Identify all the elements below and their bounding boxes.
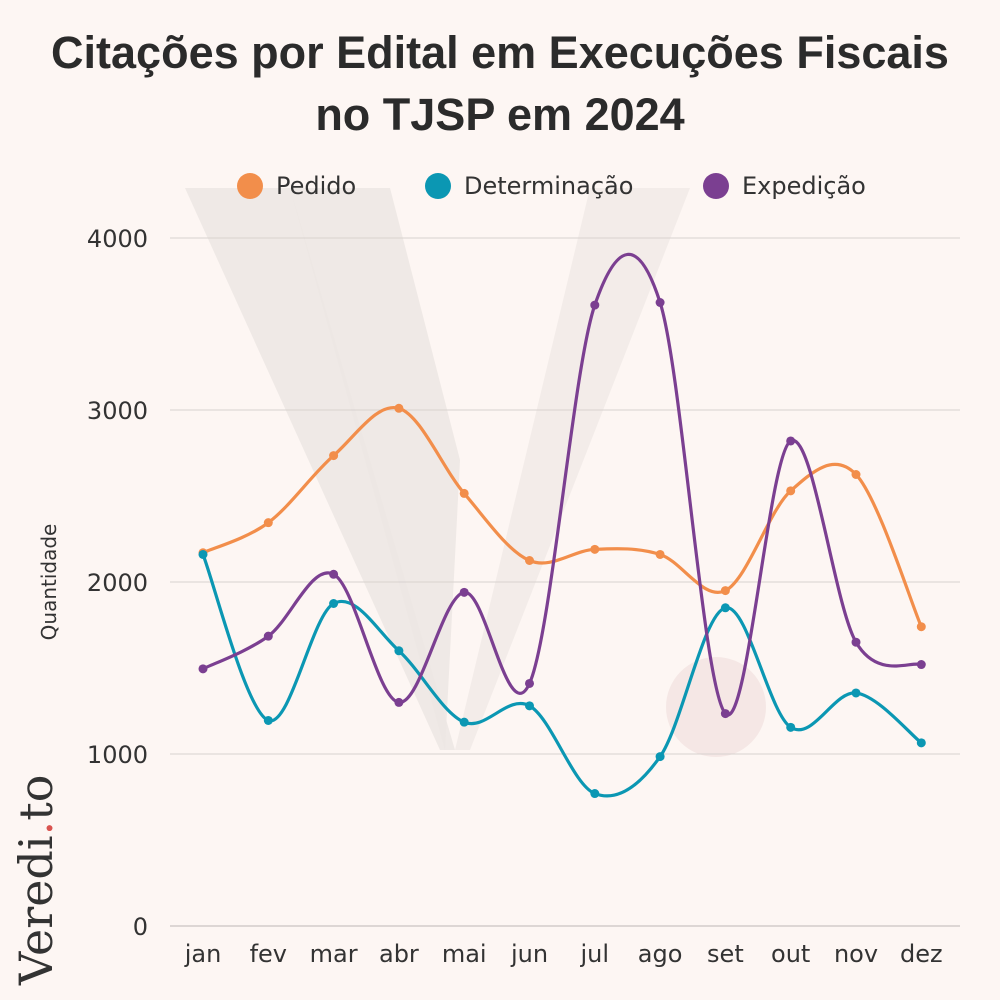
data-point-2 (394, 697, 404, 707)
data-point-1 (394, 646, 404, 656)
watermark-v-logo (185, 188, 766, 757)
data-point-1 (525, 701, 534, 711)
y-axis-label: Quantidade (37, 524, 61, 641)
legend-label: Pedido (276, 172, 356, 200)
data-point-2 (525, 678, 534, 688)
brand-suffix: to (9, 775, 63, 821)
brand-dot: . (9, 821, 63, 836)
legend-marker (425, 173, 451, 199)
y-tick-label: 0 (133, 913, 148, 941)
y-tick-label: 2000 (87, 569, 148, 597)
data-point-1 (720, 603, 730, 613)
brand-logo: Veredi.to (9, 775, 63, 986)
data-point-0 (786, 486, 796, 496)
data-point-1 (459, 717, 469, 727)
title-line-2: no TJSP em 2024 (315, 89, 685, 140)
brand-name: Veredi (9, 835, 63, 986)
x-tick-label: jan (184, 940, 222, 968)
data-point-2 (459, 587, 469, 597)
data-point-1 (655, 752, 665, 762)
x-tick-label: mai (442, 940, 487, 968)
data-point-0 (263, 518, 273, 528)
data-point-2 (851, 637, 861, 647)
data-point-1 (851, 688, 861, 698)
data-point-0 (590, 544, 600, 554)
grid-lines (170, 237, 960, 927)
x-tick-label: fev (250, 940, 287, 968)
data-point-0 (851, 470, 861, 479)
data-point-0 (720, 586, 730, 596)
legend: Pedido Determinação Expedição (237, 172, 866, 200)
data-point-2 (263, 631, 273, 641)
data-point-1 (263, 715, 273, 725)
legend-label: Determinação (464, 172, 633, 200)
data-point-0 (525, 556, 534, 565)
x-tick-label: abr (379, 940, 419, 968)
data-point-1 (329, 599, 339, 608)
x-tick-label: nov (834, 940, 878, 968)
data-point-0 (394, 403, 404, 413)
y-tick-label: 3000 (87, 397, 148, 425)
y-tick-label: 1000 (87, 741, 148, 769)
y-tick-label: 4000 (87, 225, 148, 253)
data-point-1 (198, 549, 208, 559)
series-line-1 (201, 552, 923, 798)
title-line-1: Citações por Edital em Execuções Fiscais (51, 27, 949, 78)
x-tick-label: out (771, 940, 810, 968)
x-tick-label: jul (580, 940, 610, 968)
data-point-2 (786, 436, 796, 446)
x-axis-ticks: jan fev mar abr mai jun jul ago set out nov dez (184, 940, 943, 968)
data-point-0 (459, 488, 469, 498)
y-axis-ticks: 0 1000 2000 3000 4000 (87, 225, 148, 941)
series-points (198, 298, 926, 799)
data-point-2 (590, 300, 600, 310)
chart-title: Citações por Edital em Execuções Fiscais… (0, 22, 1000, 146)
legend-marker (703, 173, 729, 199)
x-tick-label: jun (510, 940, 548, 968)
data-point-0 (916, 622, 926, 632)
x-tick-label: dez (900, 940, 943, 968)
data-point-2 (198, 664, 208, 674)
data-point-1 (786, 722, 796, 732)
data-point-0 (655, 549, 665, 559)
legend-marker (237, 173, 263, 199)
data-point-1 (916, 738, 926, 748)
data-point-1 (590, 789, 600, 799)
data-point-2 (329, 569, 339, 579)
data-point-2 (655, 298, 665, 307)
legend-label: Expedição (742, 172, 866, 200)
data-point-2 (916, 660, 926, 670)
data-point-2 (720, 709, 730, 719)
x-tick-label: mar (310, 940, 358, 968)
data-point-0 (329, 451, 339, 461)
x-tick-label: set (707, 940, 744, 968)
x-tick-label: ago (638, 940, 683, 968)
